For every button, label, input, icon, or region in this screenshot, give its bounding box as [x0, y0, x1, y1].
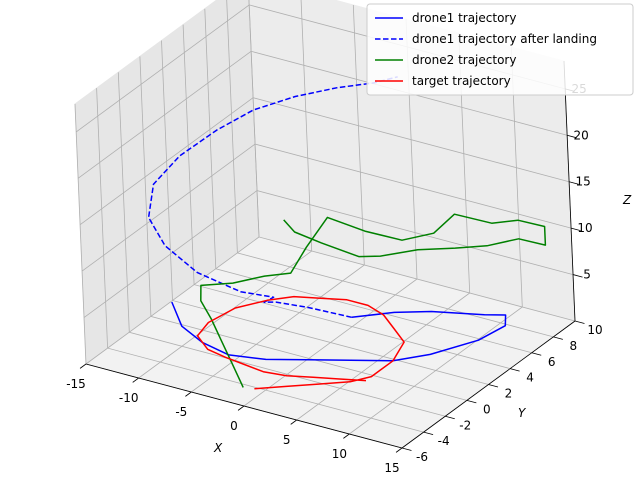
y-grid-line	[182, 24, 511, 369]
series-lines	[147, 76, 547, 390]
y-tick	[574, 320, 585, 324]
z-grid-line	[81, 143, 572, 272]
z-tick-label: 5	[583, 268, 591, 282]
x-tick	[343, 433, 350, 439]
x-tick	[132, 377, 139, 383]
z-axis-line	[563, 60, 576, 322]
y-tick	[466, 399, 477, 404]
z-tick-label: 15	[575, 175, 590, 189]
y-tick-label: 0	[483, 402, 491, 416]
y-grid-line	[248, 0, 576, 322]
x-tick-label: -15	[66, 377, 86, 391]
y-tick-label: -4	[438, 434, 450, 448]
y-grid-line	[117, 72, 446, 417]
x-tick-label: -5	[175, 405, 187, 419]
y-tick-label: 8	[570, 339, 578, 353]
z-grid-line	[79, 97, 570, 226]
legend-label-0: drone1 trajectory	[412, 11, 516, 25]
z-tick	[567, 134, 577, 139]
legend: drone1 trajectory drone1 trajectory after…	[366, 3, 634, 96]
y-grid-line	[226, 0, 554, 338]
x-tick-label: 5	[283, 433, 291, 447]
x-tick	[395, 447, 403, 453]
x-tick-label: 15	[384, 461, 399, 475]
x-tick	[79, 363, 87, 369]
y-tick-label: 4	[526, 371, 534, 385]
x-tick	[237, 405, 245, 411]
x-tick-label: 10	[332, 447, 347, 461]
z-tick	[572, 274, 583, 278]
legend-label-2: drone2 trajectory	[412, 53, 516, 67]
y-tick	[553, 336, 563, 340]
y-grid-line	[96, 88, 424, 433]
legend-label-3: target trajectory	[412, 74, 511, 88]
tick-marks	[79, 88, 585, 453]
y-tick-label: -6	[416, 450, 428, 464]
z-axis-label: Z	[622, 193, 632, 207]
y-axis-label: Y	[518, 406, 527, 420]
z-grid-line	[77, 50, 568, 179]
y-grid-line	[139, 56, 468, 401]
z-tick-label: 10	[577, 221, 592, 235]
y-tick-label: 2	[505, 387, 513, 401]
legend-label-1: drone1 trajectory after landing	[412, 32, 597, 46]
y-tick	[423, 431, 434, 436]
z-tick-label: 20	[574, 128, 589, 142]
y-tick	[445, 415, 455, 420]
series-line-0	[171, 301, 507, 362]
z-tick	[570, 227, 581, 232]
z-tick	[569, 181, 579, 185]
x-tick	[185, 391, 192, 397]
y-tick	[488, 384, 499, 388]
x-tick-label: -10	[119, 391, 139, 405]
y-grid-line	[204, 8, 532, 354]
series-line-2	[200, 213, 547, 388]
y-tick	[531, 352, 542, 356]
y-tick	[401, 447, 412, 451]
legend-box	[366, 3, 634, 96]
y-tick	[510, 368, 520, 372]
y-tick-label: -2	[459, 418, 471, 432]
y-tick-label: 6	[548, 355, 556, 369]
series-line-3	[196, 295, 405, 390]
series-line-1	[147, 76, 398, 319]
x-tick	[290, 419, 297, 425]
y-tick-label: 10	[587, 323, 602, 337]
y-grid-line	[161, 40, 489, 385]
x-tick-label: 0	[230, 419, 238, 433]
x-axis-label: X	[213, 441, 223, 455]
